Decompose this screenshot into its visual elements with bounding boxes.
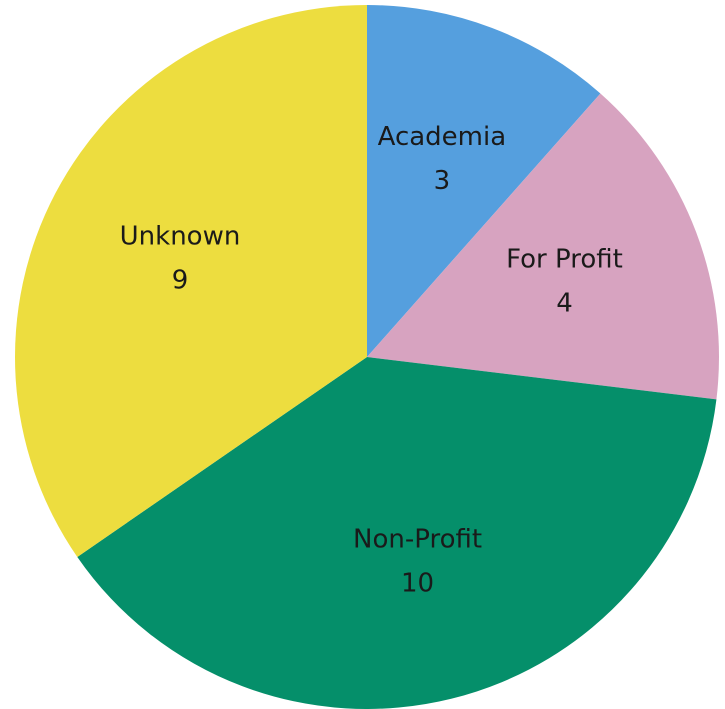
slice-label: Unknown bbox=[120, 221, 241, 251]
slice-label: Non-Profit bbox=[353, 525, 482, 555]
pie-slice bbox=[367, 93, 719, 400]
slice-label: For Profit bbox=[506, 245, 623, 275]
slice-value: 4 bbox=[556, 289, 573, 319]
slice-value: 9 bbox=[172, 265, 189, 295]
pie-slice bbox=[367, 5, 601, 357]
pie-slice bbox=[15, 5, 367, 557]
pie-slice bbox=[77, 357, 717, 709]
slice-value: 10 bbox=[401, 569, 434, 599]
slice-label: Academia bbox=[378, 122, 507, 152]
slice-value: 3 bbox=[434, 166, 451, 196]
